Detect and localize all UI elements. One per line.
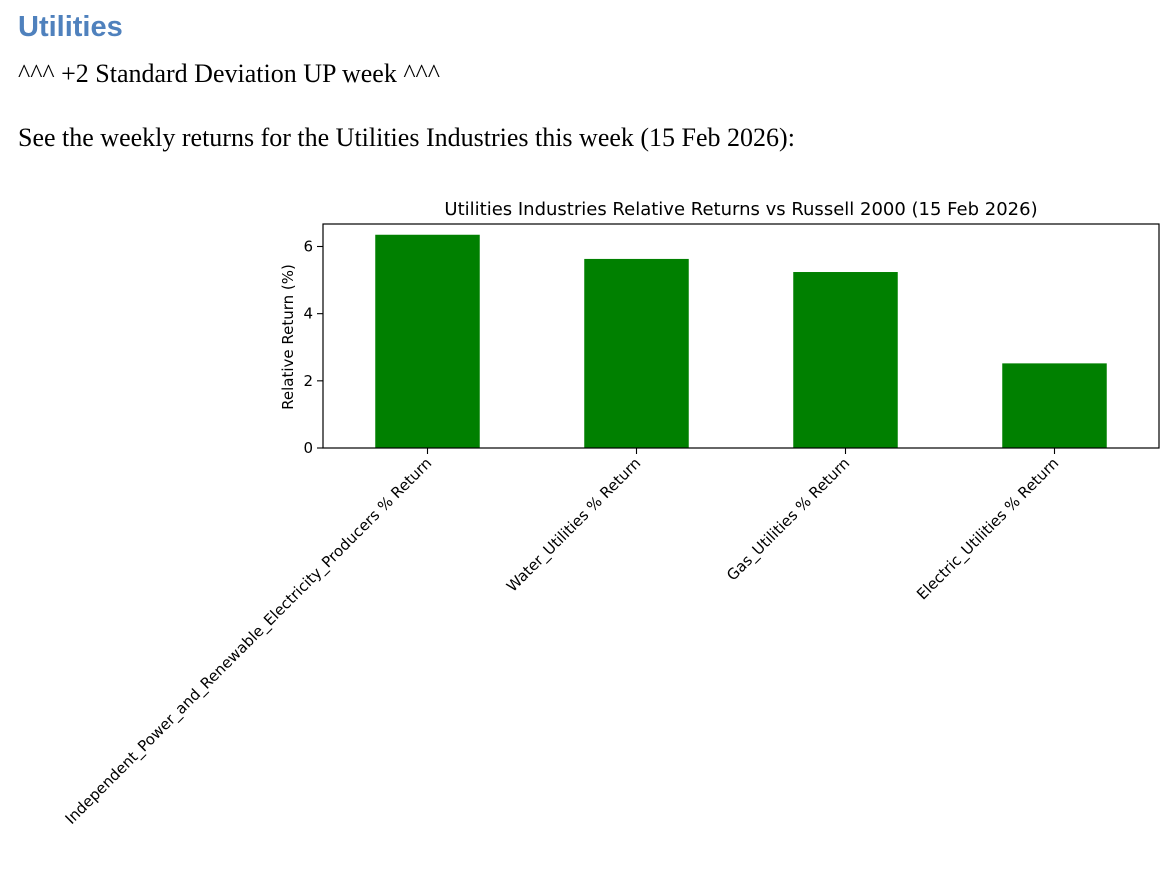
- x-tick-label-3: Electric_Utilities % Return: [913, 454, 1063, 604]
- x-tick-label-1: Water_Utilities % Return: [503, 454, 645, 596]
- bar-0: [375, 234, 480, 448]
- x-ticks-group: Independent_Power_and_Renewable_Electric…: [62, 448, 1063, 829]
- section-heading: Utilities: [18, 11, 123, 43]
- plot-frame: [322, 223, 1160, 449]
- y-tick-label-0: 0: [303, 439, 313, 457]
- y-axis-label: Relative Return (%): [279, 264, 297, 410]
- chart-title: Utilities Industries Relative Returns vs…: [444, 199, 1037, 220]
- x-tick-label-2: Gas_Utilities % Return: [723, 454, 854, 585]
- y-tick-label-3: 6: [303, 238, 313, 256]
- bar-1: [584, 258, 689, 448]
- x-tick-label-0: Independent_Power_and_Renewable_Electric…: [62, 454, 436, 828]
- bar-3: [1002, 363, 1107, 448]
- y-tick-label-2: 4: [303, 305, 313, 323]
- y-tick-label-1: 2: [303, 372, 313, 390]
- y-ticks-group: 0 2 4 6: [303, 238, 323, 457]
- bar-2: [793, 272, 898, 448]
- subtitle-text: ^^^ +2 Standard Deviation UP week ^^^: [18, 59, 440, 88]
- intro-text: See the weekly returns for the Utilities…: [18, 123, 795, 152]
- bars-group: [375, 234, 1107, 448]
